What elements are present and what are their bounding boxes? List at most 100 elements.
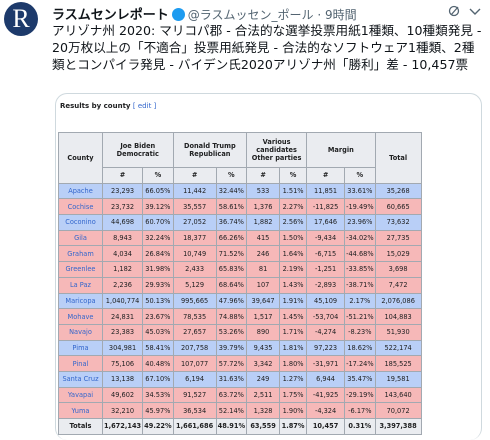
avatar[interactable]: R (4, 2, 38, 36)
cell: 36,534 (172, 402, 217, 419)
cell: 32.44% (215, 182, 248, 200)
cell: 45,109 (306, 292, 346, 310)
cell: 2.19% (279, 261, 308, 278)
cell: 143,640 (374, 386, 422, 404)
total-cell: 1,661,686 (172, 418, 217, 435)
subheader: # (172, 167, 217, 184)
cell: -51.21% (344, 308, 376, 325)
group-header: Joe Biden Democratic (102, 132, 174, 168)
county-row: Mohave 24,831 23.67% 78,535 74.88% 1,517 1.45%… (58, 308, 422, 325)
total-cell: 49.22% (142, 418, 174, 435)
subheader: % (142, 167, 174, 184)
edit-link[interactable]: [ edit ] (132, 102, 157, 110)
cell: 6,194 (172, 370, 217, 388)
tweet-actions (448, 4, 482, 21)
cell: 890 (246, 323, 281, 341)
cell: -31,971 (306, 355, 346, 372)
cell: -9,434 (306, 229, 346, 247)
cell: 1,376 (246, 198, 281, 216)
cell: 1,040,774 (101, 292, 144, 310)
author-name[interactable]: ラスムセンレポート (52, 8, 169, 23)
county-row: Greenlee 1,182 31.98% 2,433 65.83% 81 2.19% -1,… (58, 261, 422, 278)
column-header: County (58, 132, 103, 184)
cell: 1.64% (279, 245, 308, 263)
cell: -4,324 (306, 402, 346, 419)
county-name: Yuma (58, 402, 103, 419)
cell: 34.53% (142, 386, 174, 404)
county-row: Coconino 44,698 60.70% 27,052 36.74% 1,882 2.5… (58, 214, 422, 231)
cell: 1.43% (279, 276, 308, 294)
county-name: Gila (58, 229, 103, 247)
cell: 3,698 (374, 261, 422, 278)
cell: 1.90% (279, 402, 308, 419)
total-cell: 1,672,143 (101, 418, 144, 435)
county-row: Cochise 23,732 39.12% 35,557 58.61% 1,376 2.27… (58, 198, 422, 216)
county-name: Greenlee (58, 261, 103, 278)
cell: 185,525 (374, 355, 422, 372)
cell: -34.02% (344, 229, 376, 247)
county-name: Yavapai (58, 386, 103, 404)
cell: 8,943 (101, 229, 144, 247)
cell: 51,930 (374, 323, 422, 341)
caption-text: Results by county (60, 102, 131, 110)
cell: 70,072 (374, 402, 422, 419)
cell: -4,274 (306, 323, 346, 341)
cell: 81 (246, 261, 281, 278)
more-icon[interactable] (469, 8, 481, 15)
cell: 995,665 (172, 292, 217, 310)
total-cell: 63,559 (246, 418, 281, 435)
cell: 71.52% (215, 245, 248, 263)
cell: 39.12% (142, 198, 174, 216)
county-name: Navajo (58, 323, 103, 341)
totals-row: Totals 1,672,143 49.22% 1,661,686 48.91% 63,5… (58, 418, 422, 435)
county-name: Santa Cruz (58, 370, 103, 388)
cell: 32.24% (142, 229, 174, 247)
total-cell: 1.87% (279, 418, 308, 435)
cell: 66.26% (215, 229, 248, 247)
county-name: La Paz (58, 276, 103, 294)
column-header: Total (374, 132, 422, 184)
cell: 19,581 (374, 370, 422, 388)
cell: 1.71% (279, 323, 308, 341)
cell: 23.67% (142, 308, 174, 325)
cell: 39,647 (246, 292, 281, 310)
cell: -33.85% (344, 261, 376, 278)
cell: 45.03% (142, 323, 174, 341)
cell: 5,129 (172, 276, 217, 294)
cell: 60.70% (142, 214, 174, 231)
subheader: % (279, 167, 308, 184)
cell: 2,236 (101, 276, 144, 294)
county-row: Yavapai 49,602 34.53% 91,527 63.72% 2,511 1.75… (58, 386, 422, 404)
county-row: Navajo 23,383 45.03% 27,657 53.26% 890 1.71% -4… (58, 323, 422, 341)
county-name: Coconino (58, 214, 103, 231)
cell: 32,210 (101, 402, 144, 419)
verified-badge (171, 8, 185, 21)
subheader: # (306, 167, 346, 184)
cell: 107,077 (172, 355, 217, 372)
icons (448, 5, 481, 17)
image-card[interactable]: Results by county [ edit ] County Joe Bid… (55, 93, 482, 440)
total-cell: 10,457 (306, 418, 346, 435)
author[interactable]: ラスムセンレポート @ラスムッセン_ポール · 9時間 (52, 4, 357, 23)
translate-icon[interactable] (448, 5, 460, 17)
cell: -29.19% (344, 386, 376, 404)
cell: 1,328 (246, 402, 281, 419)
cell: 78,535 (172, 308, 217, 325)
cell: 68.64% (215, 276, 248, 294)
cell: 1,182 (101, 261, 144, 278)
group-header: Donald Trump Republican (172, 132, 248, 168)
cell: 27,735 (374, 229, 422, 247)
cell: -11,825 (306, 198, 346, 216)
cell: 23,732 (101, 198, 144, 216)
cell: 40.48% (142, 355, 174, 372)
cell: 58.61% (215, 198, 248, 216)
county-row: Maricopa 1,040,774 50.13% 995,665 47.96% 39,6… (58, 292, 422, 310)
cell: 29.93% (142, 276, 174, 294)
cell: 415 (246, 229, 281, 247)
county-name: Pinal (58, 355, 103, 372)
cell: 249 (246, 370, 281, 388)
county-row: Yuma 32,210 45.97% 36,534 52.14% 1,328 1.90% -4… (58, 402, 422, 419)
header-row: County Joe Biden Democratic Donald Trump R… (58, 132, 422, 184)
cell: 49,602 (101, 386, 144, 404)
